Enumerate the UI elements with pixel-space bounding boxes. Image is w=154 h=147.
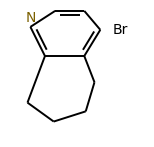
Text: N: N — [25, 11, 36, 25]
Text: Br: Br — [113, 23, 128, 37]
